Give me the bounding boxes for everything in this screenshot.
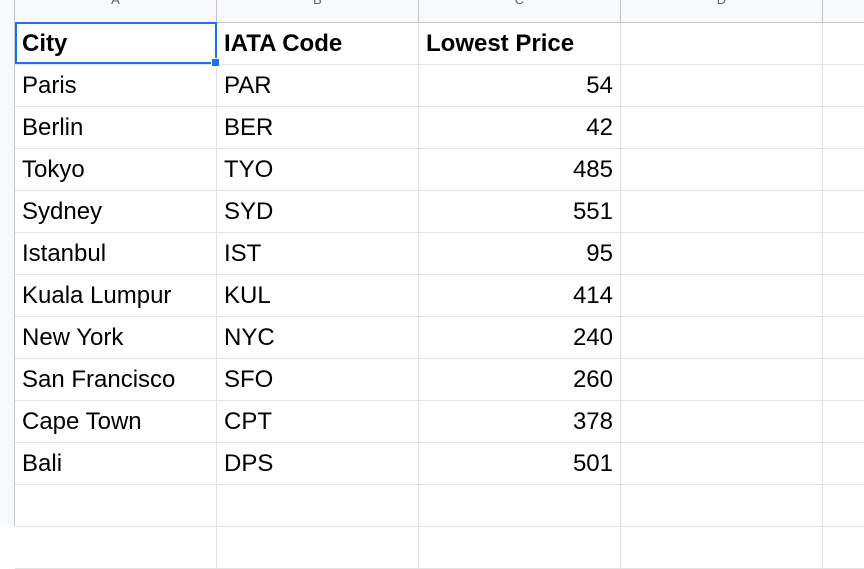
cell-a13[interactable] xyxy=(15,527,217,569)
cell-e2[interactable] xyxy=(823,65,864,107)
cell-c3[interactable]: 42 xyxy=(419,107,621,149)
cell-e13[interactable] xyxy=(823,527,864,569)
cell-a9[interactable]: San Francisco xyxy=(15,359,217,401)
cell-d11[interactable] xyxy=(621,443,823,485)
cell-a1[interactable]: City xyxy=(15,23,217,65)
cell-c7[interactable]: 414 xyxy=(419,275,621,317)
row-header-strip[interactable] xyxy=(0,22,15,526)
cell-b7[interactable]: KUL xyxy=(217,275,419,317)
column-header-label: D xyxy=(717,0,726,7)
cell-b9[interactable]: SFO xyxy=(217,359,419,401)
cell-c11[interactable]: 501 xyxy=(419,443,621,485)
cell-e5[interactable] xyxy=(823,191,864,233)
cell-a6[interactable]: Istanbul xyxy=(15,233,217,275)
cell-a3[interactable]: Berlin xyxy=(15,107,217,149)
cell-e8[interactable] xyxy=(823,317,864,359)
cell-c1[interactable]: Lowest Price xyxy=(419,23,621,65)
cell-d6[interactable] xyxy=(621,233,823,275)
cell-e11[interactable] xyxy=(823,443,864,485)
cell-e1[interactable] xyxy=(823,23,864,65)
cell-c6[interactable]: 95 xyxy=(419,233,621,275)
cell-b1[interactable]: IATA Code xyxy=(217,23,419,65)
cell-b10[interactable]: CPT xyxy=(217,401,419,443)
cell-c12[interactable] xyxy=(419,485,621,527)
column-header-label: C xyxy=(515,0,524,7)
cell-e9[interactable] xyxy=(823,359,864,401)
cell-c9[interactable]: 260 xyxy=(419,359,621,401)
cell-a12[interactable] xyxy=(15,485,217,527)
cell-a11[interactable]: Bali xyxy=(15,443,217,485)
column-header-label: B xyxy=(313,0,322,7)
cell-d7[interactable] xyxy=(621,275,823,317)
column-header-c[interactable]: C xyxy=(419,0,621,22)
cell-d5[interactable] xyxy=(621,191,823,233)
column-header-b[interactable]: B xyxy=(217,0,419,22)
fill-handle[interactable] xyxy=(211,58,220,67)
cell-b2[interactable]: PAR xyxy=(217,65,419,107)
select-all-corner[interactable] xyxy=(0,0,15,22)
cell-a7[interactable]: Kuala Lumpur xyxy=(15,275,217,317)
cell-d13[interactable] xyxy=(621,527,823,569)
cell-b11[interactable]: DPS xyxy=(217,443,419,485)
cell-d8[interactable] xyxy=(621,317,823,359)
cell-b13[interactable] xyxy=(217,527,419,569)
cell-e7[interactable] xyxy=(823,275,864,317)
cell-d9[interactable] xyxy=(621,359,823,401)
cell-e12[interactable] xyxy=(823,485,864,527)
column-header-row: A B C D xyxy=(0,0,864,23)
column-header-d[interactable]: D xyxy=(621,0,823,22)
cell-a4[interactable]: Tokyo xyxy=(15,149,217,191)
cell-e6[interactable] xyxy=(823,233,864,275)
cell-b4[interactable]: TYO xyxy=(217,149,419,191)
cell-c2[interactable]: 54 xyxy=(419,65,621,107)
cell-d3[interactable] xyxy=(621,107,823,149)
cell-c8[interactable]: 240 xyxy=(419,317,621,359)
cell-d12[interactable] xyxy=(621,485,823,527)
cell-d4[interactable] xyxy=(621,149,823,191)
cell-c13[interactable] xyxy=(419,527,621,569)
column-header-a[interactable]: A xyxy=(15,0,217,22)
cell-d10[interactable] xyxy=(621,401,823,443)
cell-a5[interactable]: Sydney xyxy=(15,191,217,233)
cell-b3[interactable]: BER xyxy=(217,107,419,149)
cell-b8[interactable]: NYC xyxy=(217,317,419,359)
cell-e4[interactable] xyxy=(823,149,864,191)
column-header-label: A xyxy=(111,0,120,7)
cell-d2[interactable] xyxy=(621,65,823,107)
cell-e10[interactable] xyxy=(823,401,864,443)
cell-a2[interactable]: Paris xyxy=(15,65,217,107)
cell-c4[interactable]: 485 xyxy=(419,149,621,191)
cell-d1[interactable] xyxy=(621,23,823,65)
cell-a10[interactable]: Cape Town xyxy=(15,401,217,443)
cell-b5[interactable]: SYD xyxy=(217,191,419,233)
cell-c5[interactable]: 551 xyxy=(419,191,621,233)
cell-c10[interactable]: 378 xyxy=(419,401,621,443)
cell-a8[interactable]: New York xyxy=(15,317,217,359)
cell-b6[interactable]: IST xyxy=(217,233,419,275)
cell-e3[interactable] xyxy=(823,107,864,149)
cell-b12[interactable] xyxy=(217,485,419,527)
